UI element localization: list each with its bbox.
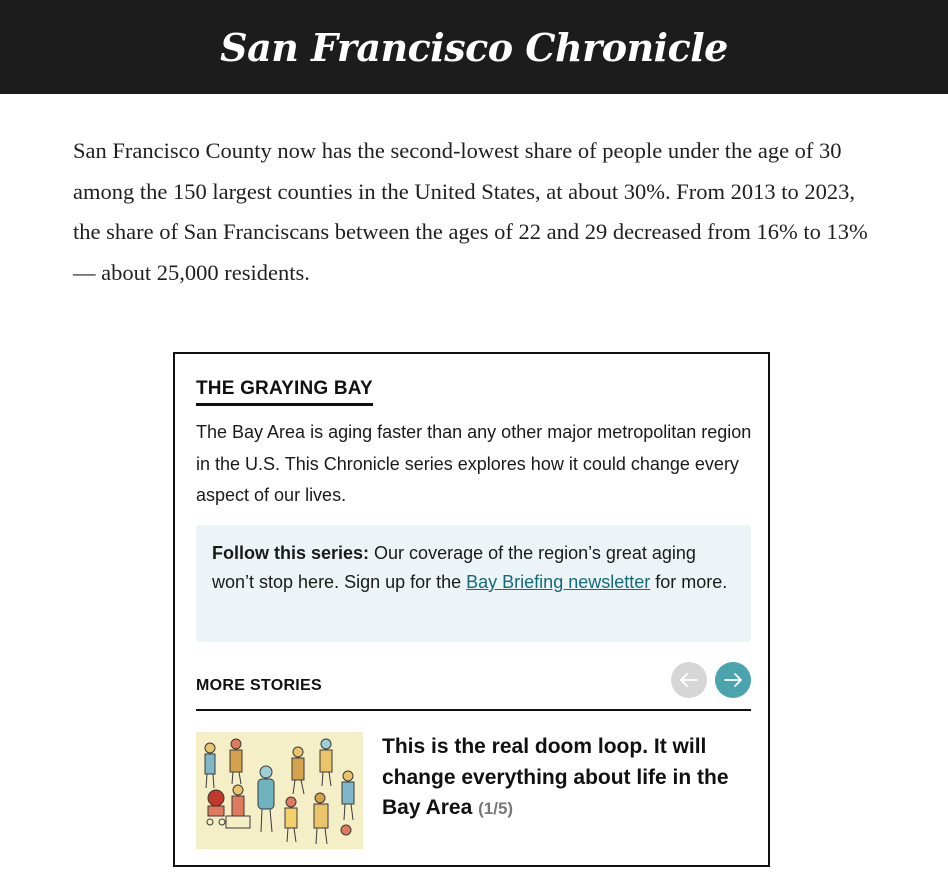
more-stories-label: MORE STORIES (196, 677, 322, 694)
next-story-button[interactable] (715, 662, 751, 698)
site-logo[interactable]: San Francisco Chronicle (220, 24, 728, 70)
story-title-text[interactable]: This is the real doom loop. It will chan… (382, 735, 729, 819)
masthead: San Francisco Chronicle (0, 0, 948, 94)
follow-text-after: for more. (650, 572, 728, 592)
follow-series-callout: Follow this series: Our coverage of the … (196, 525, 751, 642)
previous-story-button[interactable] (671, 662, 707, 698)
more-stories-divider (196, 709, 751, 711)
story-title[interactable]: This is the real doom loop. It will chan… (382, 732, 757, 825)
arrow-left-icon (680, 673, 698, 687)
crowd-illustration (196, 732, 363, 849)
story-thumbnail[interactable] (196, 732, 363, 849)
series-title[interactable]: THE GRAYING BAY (196, 378, 373, 406)
arrow-right-icon (724, 673, 742, 687)
newsletter-link[interactable]: Bay Briefing newsletter (466, 572, 651, 592)
series-box: THE GRAYING BAY The Bay Area is aging fa… (173, 352, 770, 867)
follow-lead: Follow this series: (212, 543, 370, 563)
article-paragraph: San Francisco County now has the second-… (73, 138, 868, 285)
follow-text-before: Our coverage of the region’s great aging… (212, 543, 696, 592)
series-description: The Bay Area is aging faster than any ot… (196, 422, 752, 505)
story-count: (1/5) (478, 799, 514, 818)
